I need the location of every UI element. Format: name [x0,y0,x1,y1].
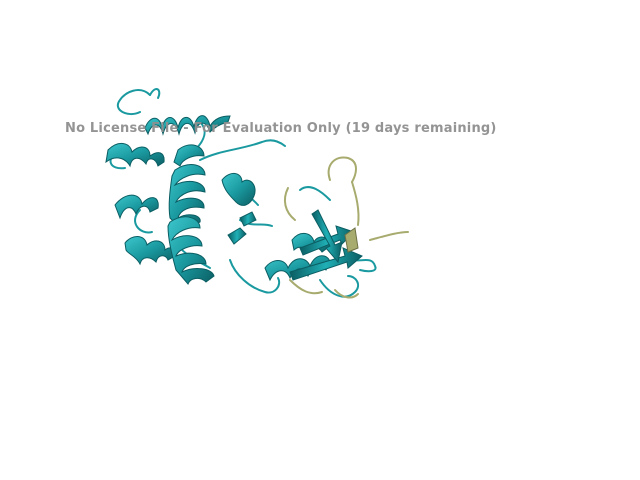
secondary-chain-strands [344,227,359,253]
evaluation-watermark: No License File - For Evaluation Only (1… [65,121,497,136]
secondary-chain-loops [283,156,409,299]
alpha-helices [105,115,231,266]
central-helix-bundle [167,144,215,285]
beta-sheets [227,209,363,281]
mid-helix [221,173,256,206]
